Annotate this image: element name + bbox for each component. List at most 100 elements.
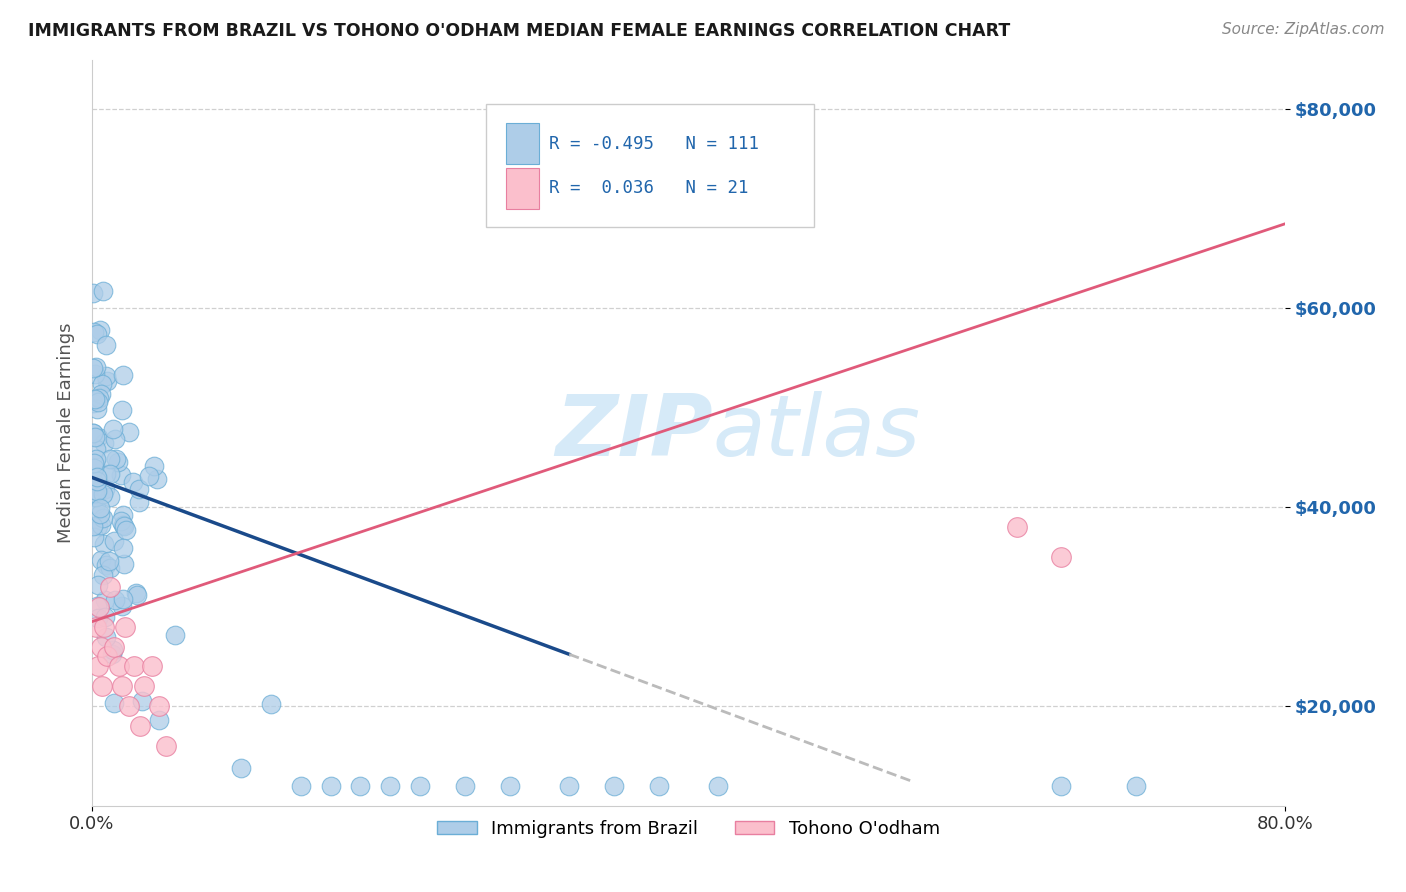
Point (112, 368, 135, 382)
Point (131, 693, 153, 707)
Point (101, 421, 124, 435)
Point (89, 500, 111, 515)
Point (103, 696, 125, 710)
Point (84, 452, 107, 467)
Point (112, 508, 135, 522)
Point (86, 475, 108, 489)
Point (138, 469, 160, 483)
Point (84, 392, 107, 407)
Point (125, 588, 148, 602)
Point (380, 779, 402, 793)
Point (110, 468, 132, 483)
Point (91, 377, 114, 392)
Point (142, 459, 165, 474)
Point (96, 467, 118, 481)
Point (103, 640, 125, 654)
Point (93, 620, 115, 634)
Point (148, 713, 170, 727)
Point (82, 519, 104, 533)
Point (84, 359, 107, 374)
Y-axis label: Median Female Earnings: Median Female Earnings (58, 322, 75, 543)
Point (103, 533, 125, 548)
Point (146, 472, 169, 486)
Point (89, 599, 111, 614)
Text: R =  0.036   N = 21: R = 0.036 N = 21 (548, 179, 748, 197)
Point (94, 558, 117, 572)
Bar (506, 168, 540, 209)
Point (84, 490, 107, 504)
Point (110, 514, 132, 528)
Point (1050, 549, 1073, 564)
Point (111, 679, 134, 693)
Point (93, 511, 115, 525)
Point (86, 442, 108, 456)
Point (90, 387, 112, 401)
Text: atlas: atlas (713, 392, 921, 475)
Point (89, 323, 111, 337)
Point (111, 403, 134, 417)
Point (91, 679, 114, 693)
Point (107, 455, 129, 469)
Point (1050, 779, 1073, 793)
Point (112, 518, 135, 533)
Point (101, 643, 124, 657)
Point (87, 659, 110, 673)
Point (90, 553, 112, 567)
Legend: Immigrants from Brazil, Tohono O'odham: Immigrants from Brazil, Tohono O'odham (430, 813, 948, 846)
Point (141, 659, 163, 673)
Point (107, 659, 129, 673)
Point (91, 567, 114, 582)
Point (86, 483, 108, 498)
Point (96, 649, 118, 664)
Point (498, 779, 520, 793)
Point (132, 679, 155, 693)
Point (94, 610, 117, 624)
Point (87, 430, 110, 444)
Point (112, 558, 135, 572)
Point (94, 593, 117, 607)
Point (83, 326, 105, 340)
Point (87, 610, 110, 624)
Point (148, 699, 170, 714)
Point (82, 474, 104, 488)
Point (86, 620, 108, 634)
Point (155, 739, 177, 753)
Point (409, 779, 432, 793)
Point (86, 401, 108, 416)
Point (128, 494, 150, 508)
Point (319, 779, 342, 793)
Point (83, 460, 105, 475)
Point (104, 432, 127, 446)
Point (103, 593, 125, 607)
Point (125, 586, 148, 600)
Point (86, 327, 108, 342)
Point (83, 456, 105, 470)
Point (100, 451, 122, 466)
Point (84, 497, 107, 511)
Point (128, 482, 150, 496)
Point (229, 761, 252, 775)
Point (93, 537, 115, 551)
Point (94, 338, 117, 352)
Point (89, 508, 111, 522)
Point (83, 530, 105, 544)
Point (122, 659, 145, 673)
Point (83, 429, 105, 443)
Point (87, 519, 110, 533)
Point (82, 484, 104, 499)
Point (98, 490, 121, 504)
Point (1125, 779, 1147, 793)
Point (118, 425, 141, 439)
Point (90, 640, 112, 654)
Point (94, 482, 117, 496)
Point (82, 426, 104, 441)
Point (105, 451, 128, 466)
Point (558, 779, 581, 793)
Text: IMMIGRANTS FROM BRAZIL VS TOHONO O'ODHAM MEDIAN FEMALE EARNINGS CORRELATION CHAR: IMMIGRANTS FROM BRAZIL VS TOHONO O'ODHAM… (28, 22, 1011, 40)
Point (454, 779, 477, 793)
Point (101, 647, 124, 661)
Point (82, 483, 104, 498)
Text: Source: ZipAtlas.com: Source: ZipAtlas.com (1222, 22, 1385, 37)
Point (112, 517, 135, 532)
Point (82, 426, 104, 441)
